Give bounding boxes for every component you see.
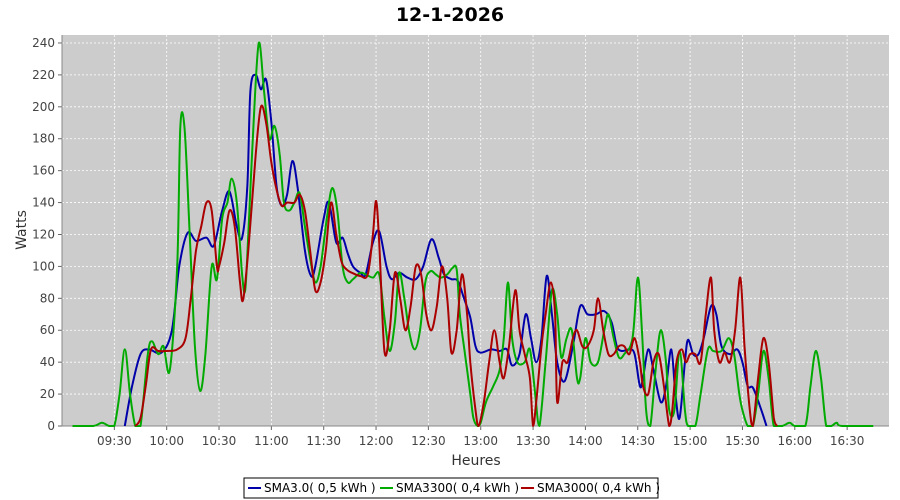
series-line-0	[123, 73, 768, 427]
y-tick-label: 160	[32, 164, 55, 178]
x-tick-label: 10:30	[202, 434, 237, 448]
y-tick-label: 140	[32, 196, 55, 210]
legend: SMA3.0( 0,5 kWh ) SMA3300( 0,4 kWh ) SMA30…	[243, 477, 660, 499]
legend-item: SMA3.0( 0,5 kWh )	[264, 481, 376, 495]
y-tick-label: 100	[32, 259, 55, 273]
y-tick-label: 220	[32, 68, 55, 82]
y-tick-label: 200	[32, 100, 55, 114]
x-tick-label: 15:30	[725, 434, 760, 448]
plot-area	[62, 35, 889, 426]
legend-item: SMA3300( 0,4 kWh )	[396, 481, 519, 495]
y-tick-label: 180	[32, 132, 55, 146]
x-tick-label: 13:00	[463, 434, 498, 448]
y-axis-label: Watts	[14, 210, 30, 250]
x-tick-label: 14:30	[620, 434, 655, 448]
x-tick-label: 10:00	[149, 434, 184, 448]
x-tick-label: 11:30	[306, 434, 341, 448]
y-tick-label: 40	[40, 355, 55, 369]
x-tick-label: 16:00	[777, 434, 812, 448]
x-tick-label: 13:30	[516, 434, 551, 448]
legend-item: SMA3000( 0,4 kWh )	[537, 481, 660, 495]
y-tick-label: 0	[47, 419, 55, 433]
y-tick-label: 60	[40, 323, 55, 337]
x-tick-label: 15:00	[673, 434, 708, 448]
x-tick-label: 09:30	[97, 434, 132, 448]
x-tick-label: 12:00	[359, 434, 394, 448]
x-axis-label: Heures	[451, 453, 500, 469]
legend-box	[243, 477, 659, 499]
series-line-1	[72, 41, 874, 427]
x-tick-label: 16:30	[830, 434, 865, 448]
y-tick-label: 80	[40, 291, 55, 305]
y-tick-label: 240	[32, 36, 55, 50]
chart-title: 12-1-2026	[396, 4, 504, 26]
x-tick-label: 12:30	[411, 434, 446, 448]
series-line-2	[134, 104, 778, 427]
y-tick-label: 120	[32, 227, 55, 241]
x-tick-label: 14:00	[568, 434, 603, 448]
y-tick-label: 20	[40, 387, 55, 401]
x-tick-label: 11:00	[254, 434, 289, 448]
